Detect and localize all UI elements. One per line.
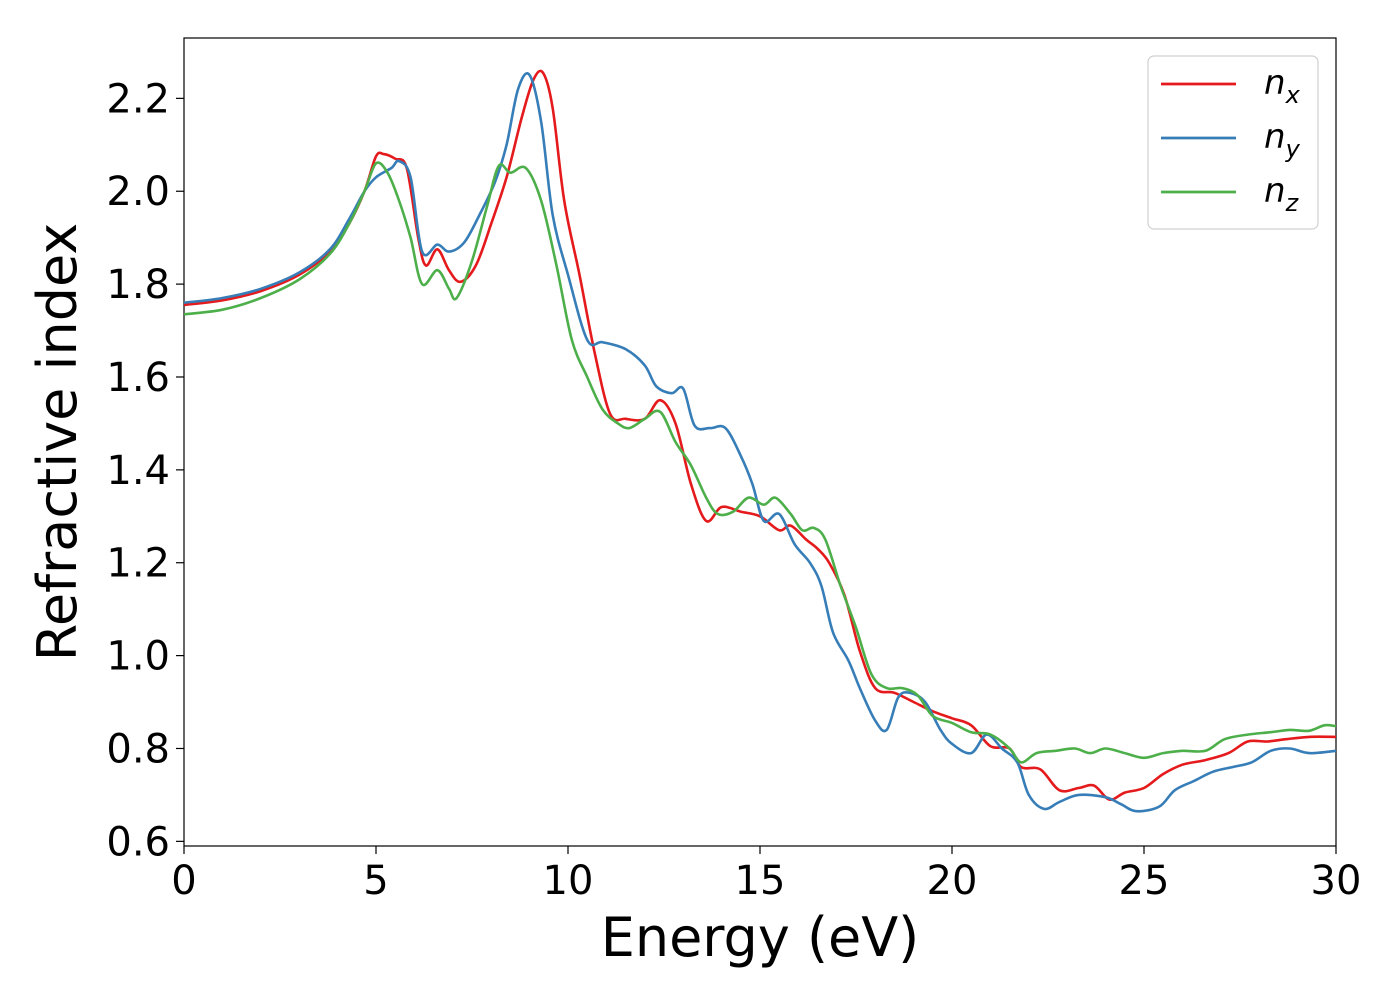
- legend-label-base: n: [1264, 63, 1286, 103]
- x-tick-label: 25: [1119, 858, 1170, 904]
- y-tick-label: 0.8: [106, 726, 170, 772]
- series-layer: [183, 69, 1337, 813]
- x-tick-label: 30: [1311, 858, 1362, 904]
- x-tick-label: 0: [171, 858, 196, 904]
- legend-label-nx: nx: [1264, 63, 1301, 109]
- legend-label-nz: nz: [1264, 171, 1300, 217]
- x-axis-label: Energy (eV): [601, 906, 920, 969]
- x-tick-label: 20: [927, 858, 978, 904]
- y-tick-label: 2.0: [106, 169, 170, 215]
- x-tick-label: 15: [735, 858, 786, 904]
- y-tick-label: 1.6: [106, 355, 170, 401]
- legend-label-base: n: [1264, 171, 1286, 211]
- legend-label-subscript: z: [1285, 189, 1300, 217]
- y-tick-label: 0.6: [106, 819, 170, 865]
- y-axis-ticks: 0.6 0.8 1.0 1.2 1.4 1.6 1.8 2.0 2.2: [106, 76, 184, 865]
- x-tick-label: 5: [363, 858, 388, 904]
- y-tick-label: 1.0: [106, 634, 170, 680]
- legend-label-ny: ny: [1264, 117, 1301, 163]
- y-tick-label: 1.2: [106, 541, 170, 587]
- plot-frame: [183, 37, 1337, 847]
- x-tick-label: 10: [543, 858, 594, 904]
- y-tick-label: 1.8: [106, 262, 170, 308]
- plot-area: [183, 37, 1337, 847]
- y-tick-label: 1.4: [106, 448, 170, 494]
- legend-box: [1147, 55, 1319, 230]
- legend-label-subscript: y: [1285, 135, 1301, 163]
- y-axis-label: Refractive index: [26, 223, 89, 662]
- series-line-ny: [183, 72, 1337, 813]
- legend-label-base: n: [1264, 117, 1286, 157]
- series-line-nz: [183, 161, 1337, 764]
- x-axis-ticks: 0 5 10 15 20 25 30: [171, 846, 1361, 904]
- legend-label-subscript: x: [1285, 81, 1301, 109]
- y-tick-label: 2.2: [106, 76, 170, 122]
